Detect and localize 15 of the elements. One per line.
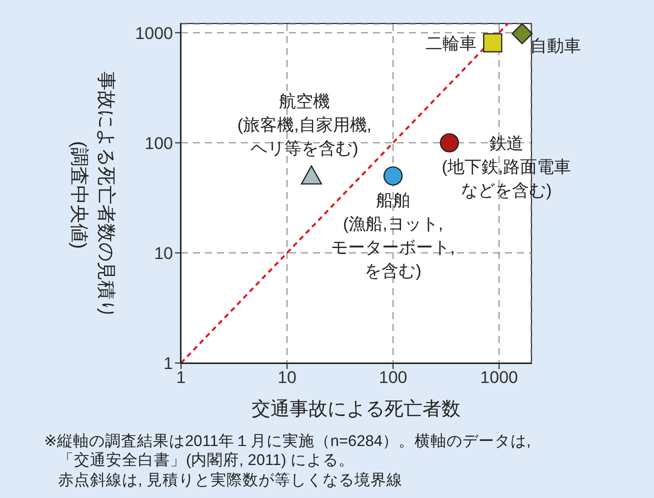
y-tick-label: 1 xyxy=(164,354,173,374)
series-label: 自動車 xyxy=(530,36,582,56)
y-tick-label: 1000 xyxy=(135,24,173,43)
text: 船舶(漁船,ヨット,モーターボート,を含む) xyxy=(331,190,455,280)
x-tick-label: 10 xyxy=(278,368,296,388)
text: ※縦軸の調査結果は2011年１月に実施（n=6284）。横軸のデータは,「交通安全白書」(内閣府, 2011) による。赤点斜線は, 見積りと実際数が等しくなる境界線 xyxy=(44,432,532,490)
y-tick-label: 10 xyxy=(154,244,173,263)
x-axis-title: 交通事故による死亡者数 xyxy=(250,398,462,422)
series-label: 二輪車 xyxy=(426,34,477,53)
y-tick-label: 100 xyxy=(144,134,173,153)
y-axis-title: 事故による死亡者数の見積り(調査中央値) xyxy=(68,72,117,318)
text: 航空機(旅客機,自家用機,ヘリ等を含む) xyxy=(237,92,372,158)
x-tick-label: 1000 xyxy=(480,368,518,388)
x-tick-label: 100 xyxy=(378,368,408,388)
x-tick-label: 1 xyxy=(176,368,186,388)
